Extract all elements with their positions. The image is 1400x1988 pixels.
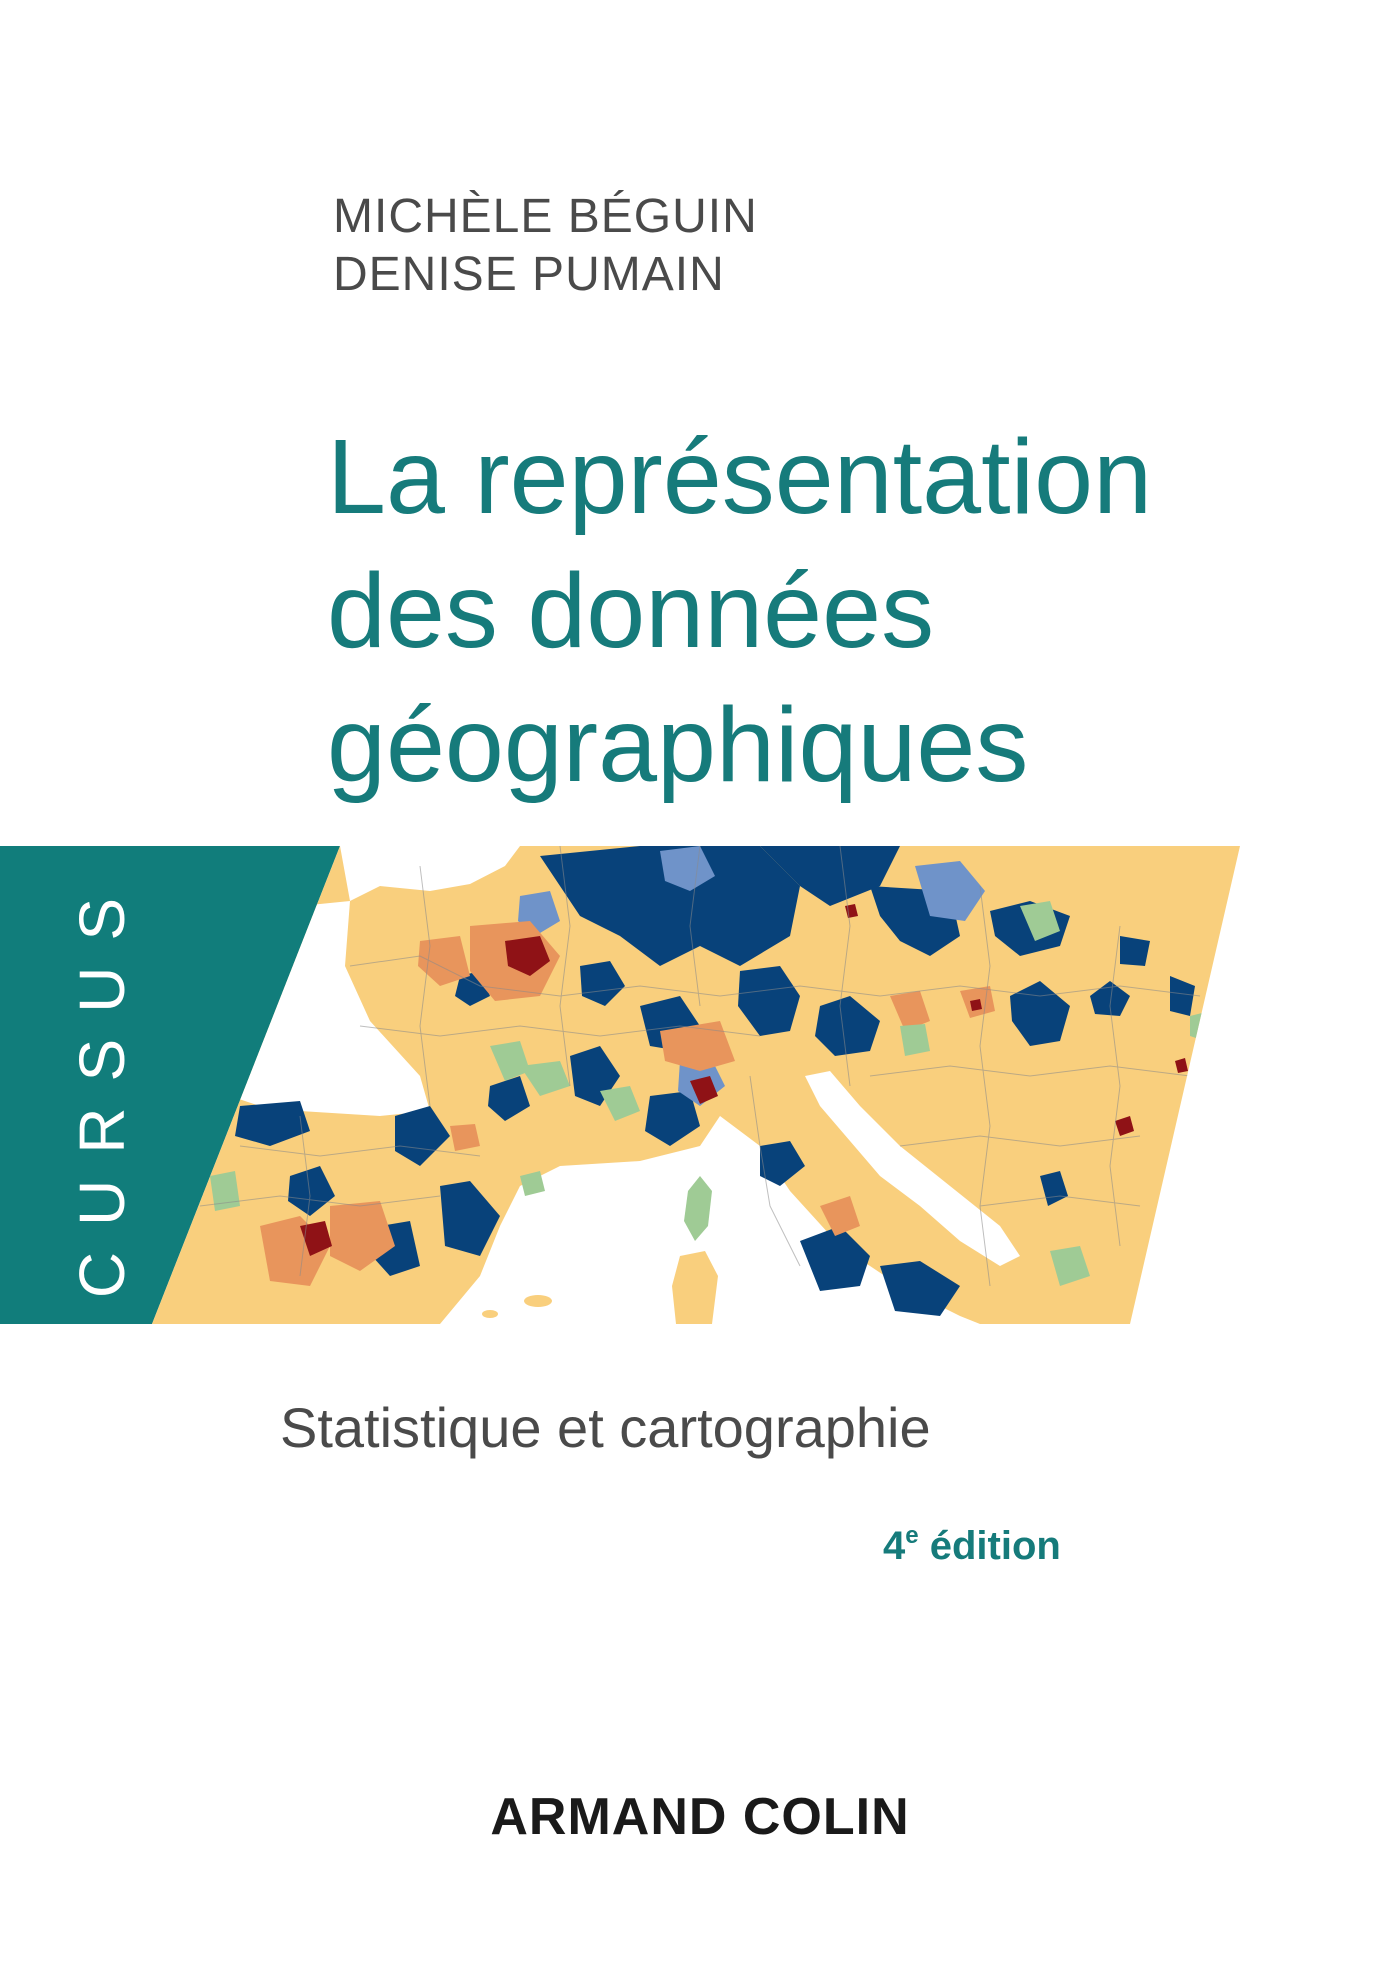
cover-map-illustration: [152, 846, 1240, 1324]
map-darkred-regions: [300, 904, 1188, 1256]
publisher-name: ARMAND COLIN: [490, 1788, 910, 1846]
author-2: DENISE PUMAIN: [333, 248, 725, 301]
map-sardinia: [672, 1251, 718, 1324]
map-sea-adriatic: [805, 1071, 1020, 1266]
map-sea-channel: [340, 846, 520, 901]
book-subtitle: Statistique et cartographie: [280, 1396, 931, 1459]
map-balearic-2: [482, 1310, 498, 1318]
map-svg: [152, 846, 1240, 1324]
title-line-3: géographiques: [327, 686, 1029, 804]
map-borders: [199, 846, 1201, 1287]
edition-suffix: e: [905, 1522, 919, 1549]
title-line-2: des données: [327, 552, 935, 670]
edition-word: édition: [918, 1524, 1061, 1568]
edition-label: 4e édition: [883, 1522, 1061, 1569]
map-balearic: [524, 1295, 552, 1307]
edition-number: 4: [883, 1524, 906, 1568]
series-label: CURSUS: [66, 871, 138, 1299]
map-corsica: [684, 1176, 712, 1241]
author-names: MICHÈLE BÉGUIN DENISE PUMAIN: [333, 188, 758, 304]
author-1: MICHÈLE BÉGUIN: [333, 190, 758, 243]
book-title: La représentation des données géographiq…: [327, 410, 1367, 812]
title-line-1: La représentation: [327, 418, 1153, 536]
